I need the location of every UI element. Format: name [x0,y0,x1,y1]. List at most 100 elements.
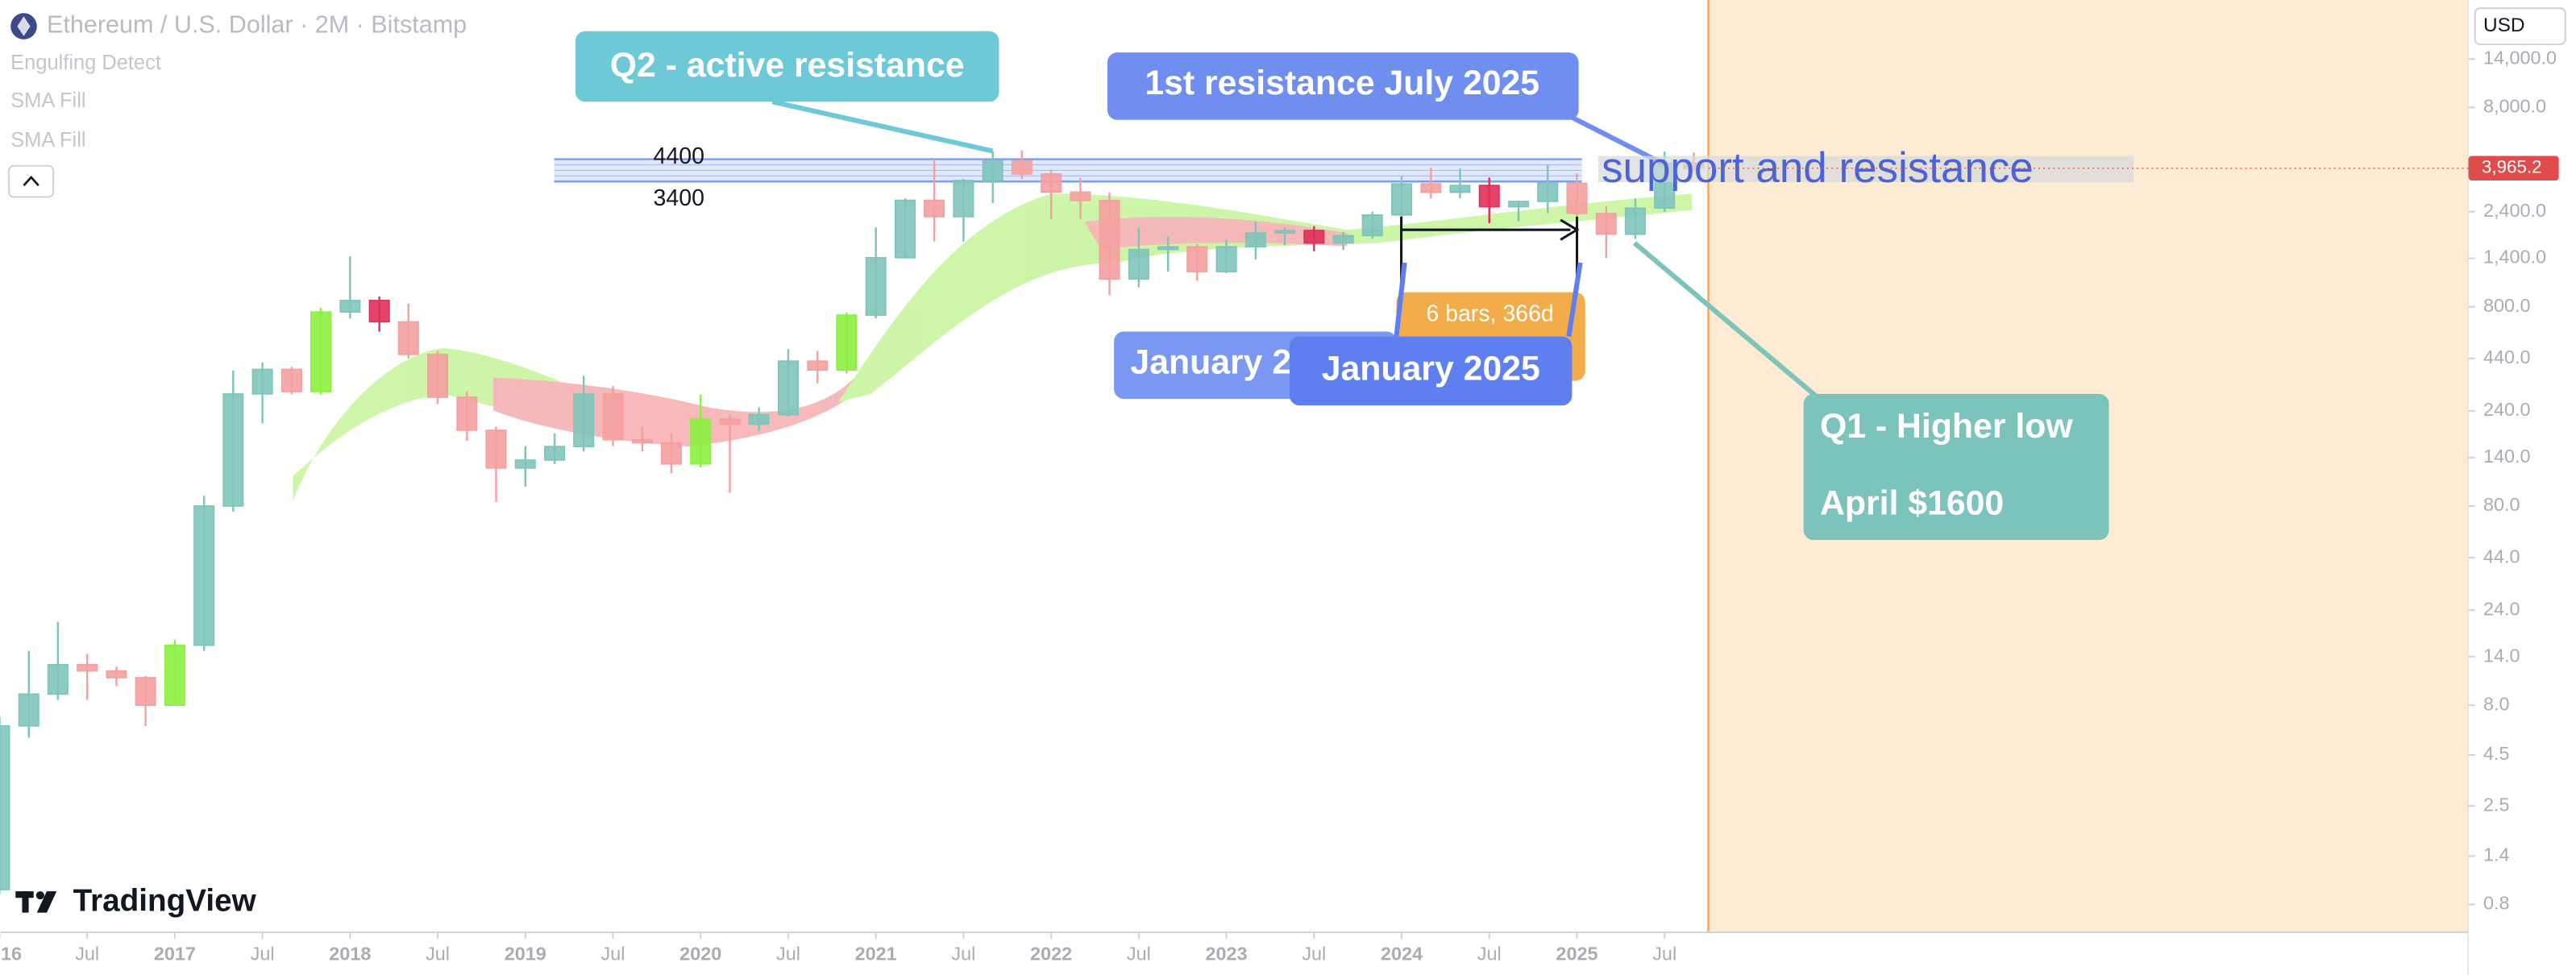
candle-body [251,368,273,395]
y-tick-label: 2.5 [2483,794,2510,815]
annotations: Q2 - active resistance 1st resistance Jul… [575,31,2134,541]
candle-body [544,446,566,461]
candle-body [485,429,507,469]
last-price-tag [2468,156,2559,181]
candle-body [1273,230,1296,234]
horizontal-line-label: 4400 [654,143,704,169]
collapse-button[interactable] [8,164,55,198]
x-tick-label: Jul [1302,944,1326,965]
callout-text: April $1600 [1820,484,2004,523]
candle-body [1624,207,1646,235]
indicator-label: Engulfing Detect [10,52,161,74]
candle-body [514,459,536,469]
text-highlight [1598,156,2134,183]
candle-body [719,417,741,425]
measure-text: 6 bars, 366d [1426,301,1553,327]
y-tick-label: 8,000.0 [2483,96,2546,117]
candle-body [1157,246,1179,251]
callout-pointer [1394,262,1407,337]
candle-body [660,442,682,465]
y-tick-label: 1,400.0 [2483,247,2546,268]
candle-body [427,354,449,398]
candle-body [106,670,127,678]
x-tick-label: Jul [251,944,275,965]
currency-button[interactable] [2474,7,2566,46]
symbol-title: Ethereum / U.S. Dollar · 2M · Bitstamp [47,11,467,39]
x-tick-label: 2024 [1381,944,1423,965]
candle-body [573,393,595,447]
candle-body [18,693,39,727]
x-tick-label: Jul [426,944,450,965]
y-tick-label: 14,000.0 [2483,47,2557,68]
candle-body [807,360,829,371]
candle-body [953,180,974,218]
candle-body [865,256,887,316]
callout-box [1107,52,1579,120]
candle-body [0,725,10,890]
candle-body [339,300,361,313]
callout-box [1290,336,1573,406]
candle-body [1303,230,1325,244]
candle-body [368,300,390,323]
candle-body [1566,182,1588,214]
candle-body [164,644,185,707]
candle-body [1099,200,1120,280]
callout-pointer [1566,262,1583,338]
candle-body [748,413,770,425]
collapse-icon [23,176,39,187]
candle-body [982,160,1003,181]
plot: 4400 3400 [0,143,1705,894]
brand-logo [15,891,57,913]
brand: TradingView [73,884,257,919]
symbol-logo-glyph [17,16,31,36]
candle-body [47,663,69,695]
candle-body [1186,246,1208,272]
y-tick-label: 240.0 [2483,399,2531,420]
callout-box [1803,393,2109,541]
horizontal-line-label: 3400 [654,185,704,211]
candle-body [1478,185,1500,208]
x-tick-label: Jul [1652,944,1676,965]
brand-logo-part [35,891,44,900]
candle-body [1011,160,1032,175]
candle-body [1332,234,1354,244]
y-axis-panel [2468,0,2576,975]
candle-body [631,438,653,444]
candle-body [836,314,858,371]
candle-body [135,677,156,707]
candle-body [690,417,712,465]
candle-body [1128,248,1149,280]
x-tick-label: 2021 [855,944,897,965]
callout-pointer [771,99,994,154]
y-tick-label: 4.5 [2483,743,2510,764]
y-tick-label: 80.0 [2483,494,2520,515]
candle-body [1361,214,1383,237]
currency: USD [2483,15,2525,36]
callout-text: January 2025 [1322,350,1540,388]
indicator-label: SMA Fill [10,89,85,112]
last-price-label: 3,965.2 [2482,157,2542,177]
y-tick-label: 140.0 [2483,446,2531,467]
x-tick-label: 2017 [154,944,196,965]
y-tick-label: 440.0 [2483,346,2531,367]
candle-body [222,393,244,507]
candle-body [777,360,799,416]
x-tick-label: Jul [776,944,800,965]
candle-body [397,321,419,355]
candle-body [1537,182,1559,202]
sma-ribbon [493,377,855,447]
candle-body [193,505,215,646]
x-tick-label: 2019 [505,944,546,965]
x-tick-label: Jul [951,944,975,965]
candle-body [894,199,916,259]
sma-ribbon [837,193,1693,403]
brand-logo-part [22,891,29,913]
x-tick-label: Jul [601,944,625,965]
y-tick-label: 2,400.0 [2483,200,2546,221]
candle-body [1595,213,1617,235]
candle-body [310,311,332,392]
candle-body [1390,183,1413,216]
y-tick-label: 14.0 [2483,645,2520,666]
